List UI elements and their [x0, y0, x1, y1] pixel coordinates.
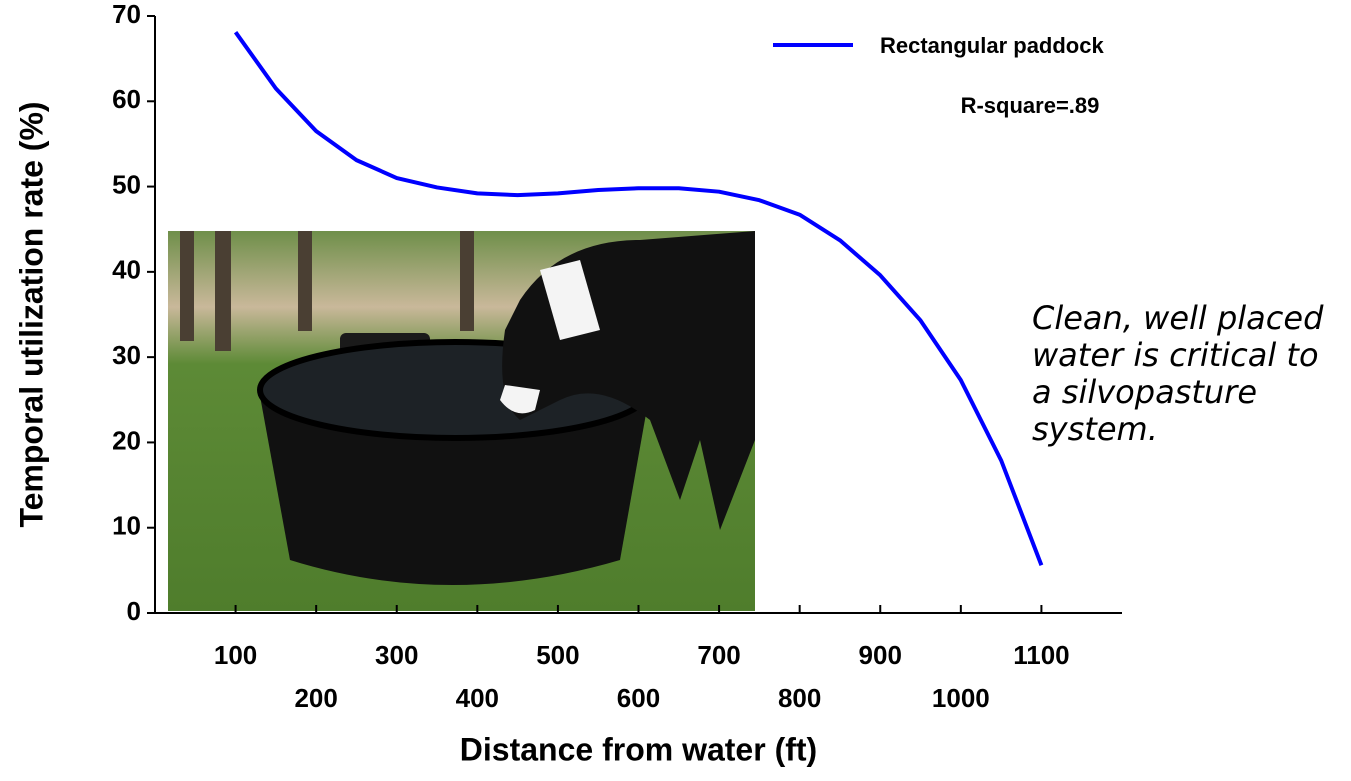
x-tick-label: 100	[214, 640, 257, 670]
x-axis-title: Distance from water (ft)	[460, 731, 817, 767]
x-tick-label: 200	[294, 683, 337, 713]
y-tick-label: 20	[112, 425, 141, 455]
photo	[168, 231, 755, 611]
y-tick-label: 10	[112, 511, 141, 541]
annotation: R-square=.89	[961, 93, 1100, 118]
y-tick-label: 70	[112, 0, 141, 29]
y-tick-label: 0	[127, 596, 141, 626]
x-tick-label: 700	[697, 640, 740, 670]
y-tick-label: 50	[112, 169, 141, 199]
annotation: Clean, well placed water is critical to …	[1032, 299, 1324, 448]
x-tick-label: 300	[375, 640, 418, 670]
y-tick-label: 30	[112, 340, 141, 370]
x-tick-label: 600	[617, 683, 660, 713]
y-tick-label: 60	[112, 84, 141, 114]
x-tick-label: 400	[456, 683, 499, 713]
x-tick-label: 500	[536, 640, 579, 670]
y-tick-label: 40	[112, 255, 141, 285]
x-tick-label: 800	[778, 683, 821, 713]
x-tick-label: 900	[859, 640, 902, 670]
x-tick-label: 1000	[932, 683, 990, 713]
legend-label: Rectangular paddock	[880, 33, 1104, 58]
x-tick-label: 1100	[1013, 640, 1069, 670]
data-line	[233, 31, 1044, 566]
y-axis-title: Temporal utilization rate (%)	[13, 101, 49, 527]
